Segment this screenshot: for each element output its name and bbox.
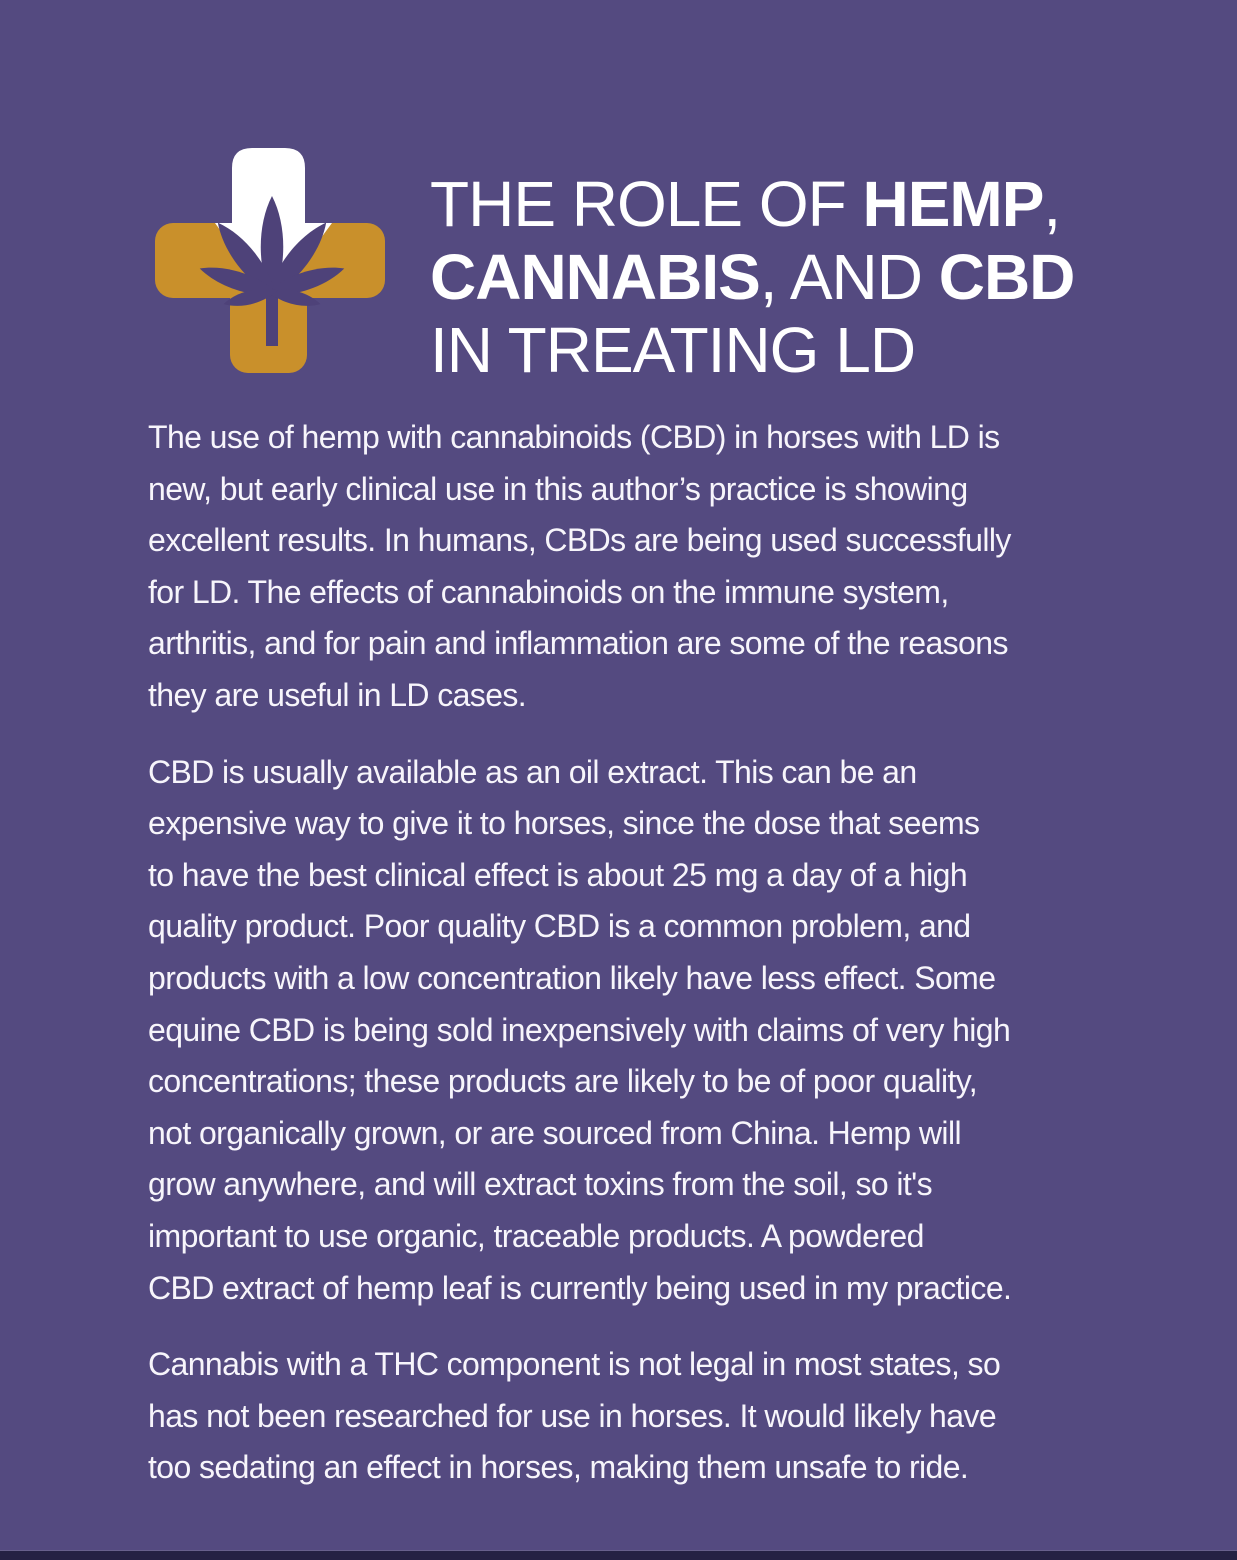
paragraph-cbd-oil: CBD is usually available as an oil extra…	[148, 753, 1012, 1306]
cannabis-leaf-icon	[199, 196, 345, 346]
title-line2: CANNABIS, AND CBD	[430, 241, 1075, 313]
title-line3: IN TREATING LD	[430, 314, 916, 386]
hemp-medical-cross-logo	[155, 148, 385, 373]
title-line1: THE ROLE OF HEMP,	[430, 168, 1061, 240]
body-text: The use of hemp with cannabinoids (CBD) …	[148, 412, 1218, 1519]
bottom-section-divider	[0, 1550, 1237, 1560]
paragraph-thc-legality: Cannabis with a THC component is not leg…	[148, 1346, 1001, 1486]
paragraph-intro: The use of hemp with cannabinoids (CBD) …	[148, 419, 1011, 713]
page-title: THE ROLE OF HEMP, CANNABIS, AND CBD IN T…	[430, 168, 1075, 387]
